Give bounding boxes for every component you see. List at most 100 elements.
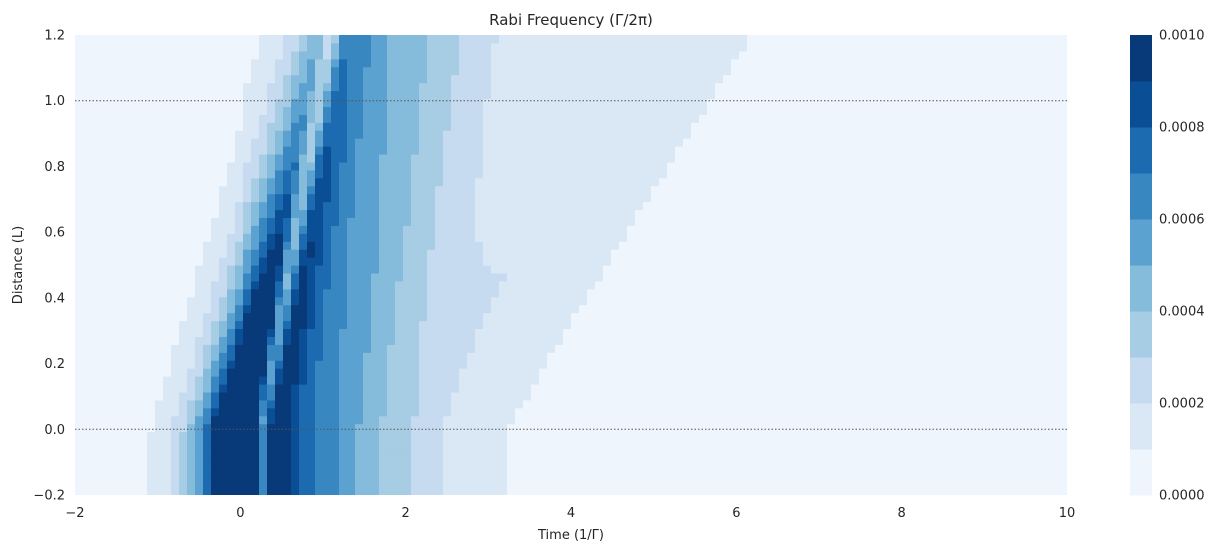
heatmap-cell [651,42,660,52]
heatmap-cell [491,265,500,274]
heatmap-cell [739,225,748,234]
heatmap-cell [427,288,436,298]
heatmap-cell [739,106,748,115]
heatmap-cell [467,98,476,107]
heatmap-cell [467,130,476,139]
heatmap-cell [571,114,580,123]
heatmap-cell [419,368,428,377]
heatmap-cell [411,169,420,179]
heatmap-cell [163,304,172,314]
heatmap-cell [595,130,604,139]
heatmap-cell [75,169,84,179]
heatmap-cell [195,58,204,68]
heatmap-cell [459,153,468,163]
heatmap-cell [363,455,372,464]
heatmap-cell [107,249,116,258]
heatmap-cell [643,431,652,441]
heatmap-cell [91,376,100,385]
heatmap-cell [123,217,132,226]
heatmap-cell [587,66,596,76]
heatmap-cell [203,217,212,226]
heatmap-cell [403,328,412,337]
heatmap-cell [91,447,100,456]
heatmap-cell [363,391,372,401]
heatmap-cell [467,447,476,456]
heatmap-cell [139,241,148,250]
heatmap-cell [179,106,188,115]
heatmap-cell [491,114,500,123]
heatmap-cell [99,320,108,330]
heatmap-cell [539,138,548,147]
heatmap-cell [315,50,324,60]
heatmap-cell [435,487,444,495]
heatmap-cell [291,130,300,139]
heatmap-cell [459,447,468,456]
heatmap-cell [475,241,484,250]
heatmap-cell [443,42,452,52]
heatmap-cell [555,225,564,234]
heatmap-cell [371,431,380,441]
heatmap-cell [163,415,172,425]
heatmap-cell [155,399,164,409]
heatmap-cell [651,201,660,211]
heatmap-cell [115,138,124,147]
heatmap-cell [715,257,724,266]
heatmap-cell [571,201,580,211]
heatmap-cell [499,122,508,131]
heatmap-cell [635,98,644,107]
heatmap-cell [555,122,564,131]
heatmap-cell [635,296,644,306]
heatmap-cell [435,58,444,68]
heatmap-cell [723,423,732,433]
heatmap-cell [187,249,196,258]
heatmap-cell [523,368,532,377]
heatmap-cell [395,352,404,361]
heatmap-cell [371,217,380,226]
heatmap-cell [251,415,260,425]
heatmap-cell [563,130,572,139]
heatmap-cell [459,106,468,115]
heatmap-cell [419,249,428,258]
heatmap-cell [595,265,604,274]
heatmap-cell [547,185,556,195]
heatmap-cell [531,241,540,250]
heatmap-cell [555,423,564,433]
heatmap-cell [731,312,740,322]
heatmap-cell [179,201,188,211]
heatmap-cell [283,35,292,44]
heatmap-cell [523,439,532,449]
heatmap-cell [75,280,84,290]
heatmap-cell [315,161,324,171]
heatmap-cell [403,487,412,495]
heatmap-cell [251,391,260,401]
heatmap-cell [75,138,84,147]
heatmap-cell [603,352,612,361]
heatmap-cell [563,304,572,314]
heatmap-cell [299,58,308,68]
heatmap-cell [291,439,300,449]
heatmap-cell [363,439,372,449]
heatmap-cell [627,58,636,68]
heatmap-cell [75,90,84,100]
heatmap-cell [195,138,204,147]
heatmap-cell [331,423,340,433]
heatmap-cell [251,376,260,385]
heatmap-cell [571,296,580,306]
heatmap-cell [139,209,148,219]
heatmap-cell [275,138,284,147]
heatmap-cell [355,487,364,495]
heatmap-cell [171,58,180,68]
heatmap-cell [667,58,676,68]
heatmap-cell [475,66,484,76]
heatmap-cell [555,455,564,464]
heatmap-cell [755,391,764,401]
heatmap-cell [171,328,180,337]
heatmap-cell [579,320,588,330]
heatmap-cell [499,209,508,219]
heatmap-cell [483,463,492,472]
heatmap-cell [555,185,564,195]
heatmap-cell [195,304,204,314]
heatmap-cell [555,42,564,52]
heatmap-cell [275,106,284,115]
heatmap-cell [731,241,740,250]
